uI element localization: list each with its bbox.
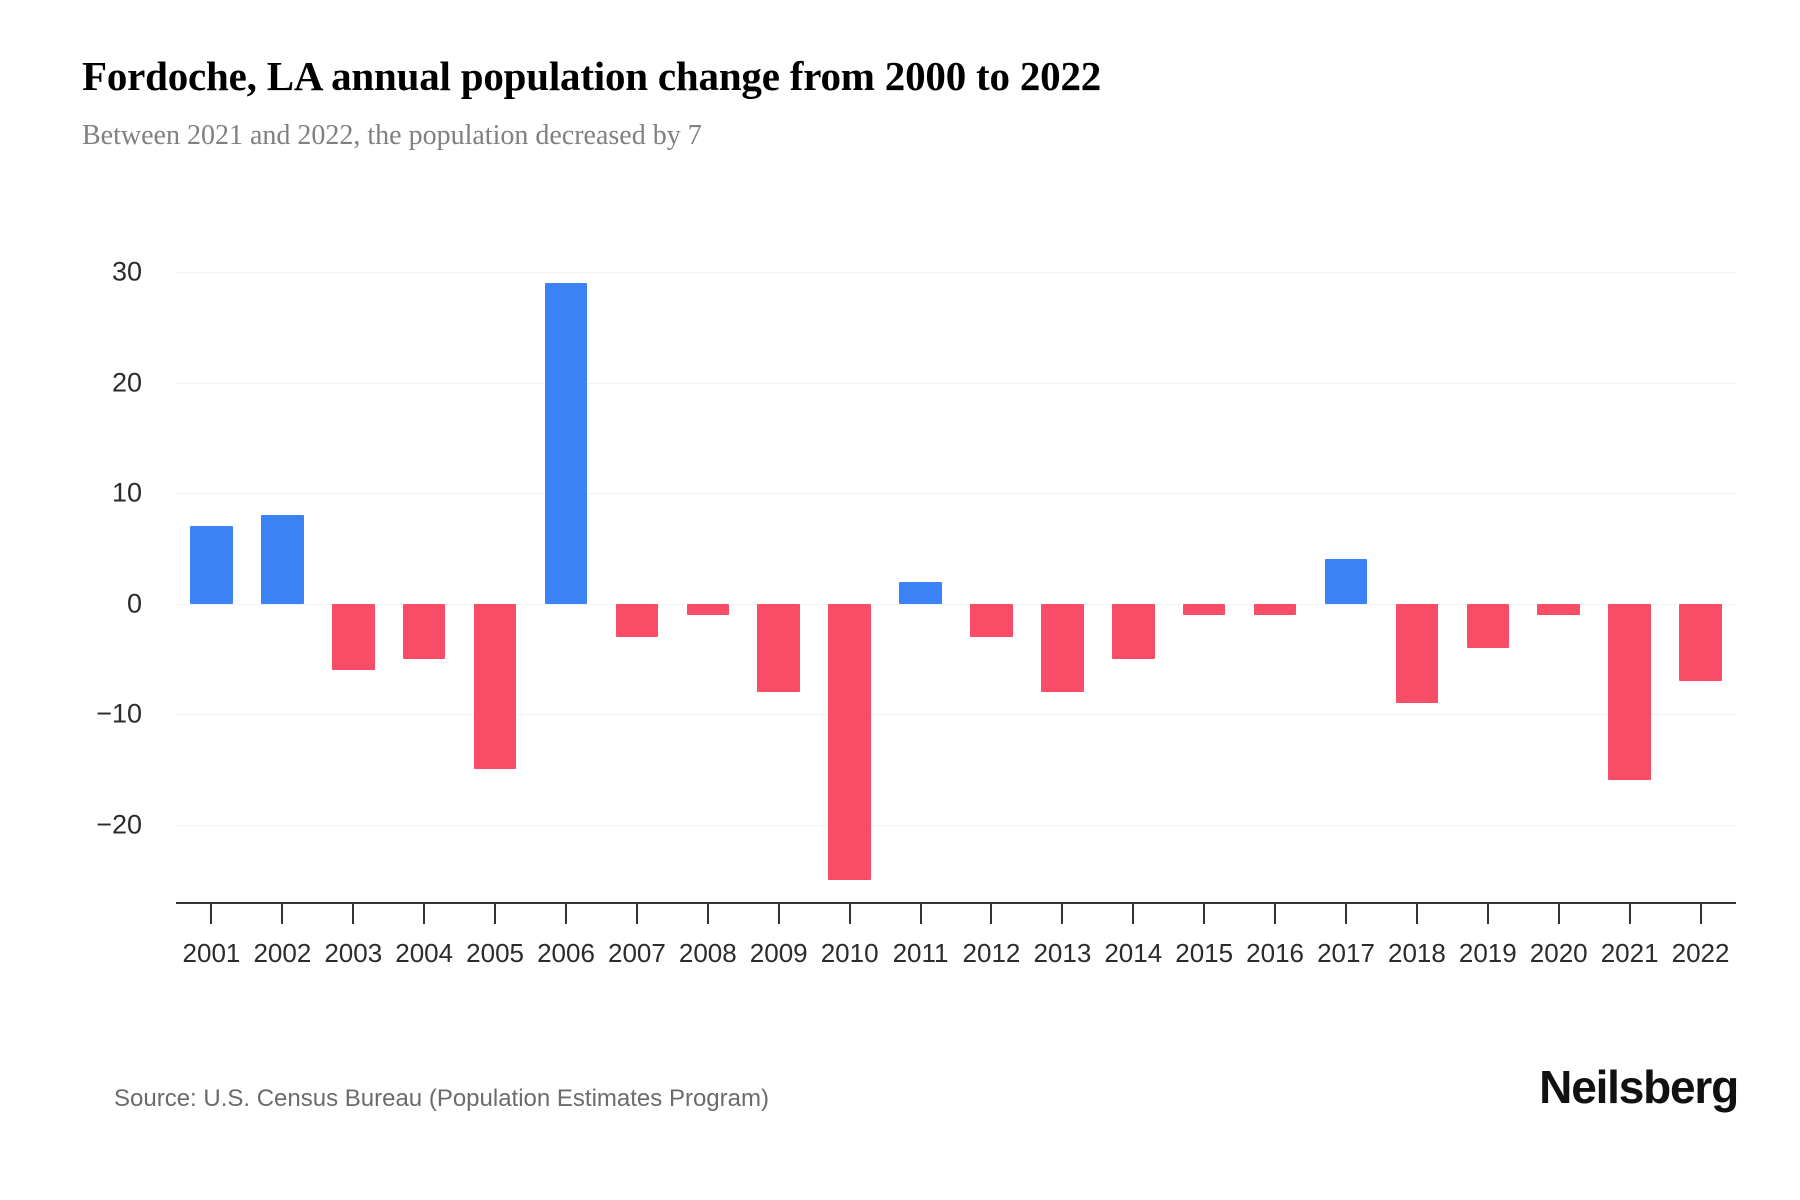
x-tick-mark-2012: [990, 902, 993, 924]
x-tick-mark-2001: [210, 902, 213, 924]
x-tick-label-2011: 2011: [892, 938, 949, 968]
gridline--10: [176, 714, 1736, 716]
x-tick-mark-2019: [1486, 902, 1489, 924]
x-tick-mark-2021: [1628, 902, 1631, 924]
x-tick-mark-2009: [777, 902, 780, 924]
x-tick-label-2019: 2019: [1458, 938, 1517, 968]
y-tick-label: 20: [111, 367, 142, 398]
bar-2022[interactable]: [1679, 603, 1722, 681]
bar-series: [176, 250, 1736, 902]
x-axis-line: [176, 902, 1736, 904]
x-tick-label-2003: 2003: [324, 938, 383, 968]
bar-2012[interactable]: [970, 603, 1013, 637]
x-tick-label-2002: 2002: [253, 938, 312, 968]
gridline-0: [176, 603, 1736, 605]
x-tick-label-2021: 2021: [1600, 938, 1659, 968]
bar-2019[interactable]: [1466, 603, 1510, 648]
x-tick-mark-2013: [1061, 902, 1064, 924]
gridline-30: [176, 272, 1736, 274]
y-tick-label: 10: [111, 477, 142, 508]
bar-2005[interactable]: [473, 603, 517, 770]
x-tick-label-2006: 2006: [537, 938, 595, 968]
x-tick-label-2012: 2012: [962, 938, 1021, 968]
bar-2011[interactable]: [899, 581, 942, 604]
x-tick-mark-2014: [1132, 902, 1135, 924]
bar-2006[interactable]: [544, 283, 588, 604]
x-tick-label-2022: 2022: [1671, 938, 1730, 968]
x-tick-label-2009: 2009: [749, 938, 808, 968]
x-tick-mark-2004: [423, 902, 426, 924]
bar-2017[interactable]: [1324, 559, 1368, 604]
x-tick-mark-2022: [1699, 902, 1702, 924]
page-title: Fordoche, LA annual population change fr…: [82, 53, 1102, 99]
y-axis-labels: 30 20 10 0 −10 −20: [0, 250, 160, 902]
gridline-20: [176, 382, 1736, 384]
gridline--20: [176, 824, 1736, 826]
x-tick-mark-2008: [706, 902, 709, 924]
x-tick-label-2007: 2007: [607, 938, 666, 968]
page-subtitle: Between 2021 and 2022, the population de…: [82, 120, 702, 151]
x-tick-mark-2018: [1415, 902, 1418, 924]
x-tick-label-2010: 2010: [820, 938, 879, 968]
bar-2007[interactable]: [615, 603, 659, 637]
x-tick-mark-2007: [635, 902, 638, 924]
x-tick-mark-2016: [1274, 902, 1277, 924]
x-tick-mark-2005: [494, 902, 497, 924]
x-tick-label-2018: 2018: [1387, 938, 1446, 968]
x-tick-label-2005: 2005: [466, 938, 524, 968]
gridline-10: [176, 493, 1736, 495]
y-tick-label: −10: [96, 698, 142, 729]
x-tick-label-2013: 2013: [1033, 938, 1092, 968]
bar-2001[interactable]: [190, 526, 233, 604]
x-tick-mark-2020: [1557, 902, 1560, 924]
bar-2014[interactable]: [1112, 603, 1155, 659]
x-tick-label-2016: 2016: [1246, 938, 1304, 968]
bar-2009[interactable]: [757, 603, 800, 693]
y-tick-label: 0: [126, 588, 142, 619]
y-tick-label: −20: [96, 809, 142, 840]
bar-2016[interactable]: [1253, 603, 1297, 615]
x-tick-label-2001: 2001: [182, 938, 241, 968]
bar-2021[interactable]: [1608, 603, 1651, 781]
x-tick-label-2008: 2008: [678, 938, 737, 968]
x-tick-label-2014: 2014: [1104, 938, 1163, 968]
bar-2020[interactable]: [1537, 603, 1580, 615]
bar-2018[interactable]: [1395, 603, 1439, 704]
source-note: Source: U.S. Census Bureau (Population E…: [114, 1085, 769, 1112]
bar-2015[interactable]: [1182, 603, 1226, 615]
x-tick-mark-2015: [1203, 902, 1206, 924]
plot-area: [176, 250, 1736, 902]
x-tick-label-2015: 2015: [1175, 938, 1234, 968]
bar-2013[interactable]: [1041, 603, 1084, 693]
x-tick-mark-2002: [281, 902, 284, 924]
bar-2002[interactable]: [261, 515, 304, 604]
x-tick-mark-2003: [352, 902, 355, 924]
x-tick-mark-2006: [565, 902, 567, 924]
y-tick-label: 30: [111, 256, 142, 287]
x-tick-mark-2011: [919, 902, 922, 924]
x-tick-mark-2017: [1345, 902, 1347, 924]
x-tick-label-2004: 2004: [395, 938, 454, 968]
bar-2008[interactable]: [686, 603, 730, 615]
bar-2004[interactable]: [402, 603, 446, 659]
bar-2010[interactable]: [828, 603, 871, 880]
x-tick-label-2017: 2017: [1317, 938, 1375, 968]
x-tick-label-2020: 2020: [1529, 938, 1588, 968]
x-tick-mark-2010: [848, 902, 851, 924]
brand-logo: Neilsberg: [1539, 1061, 1739, 1113]
bar-2003[interactable]: [332, 603, 375, 670]
